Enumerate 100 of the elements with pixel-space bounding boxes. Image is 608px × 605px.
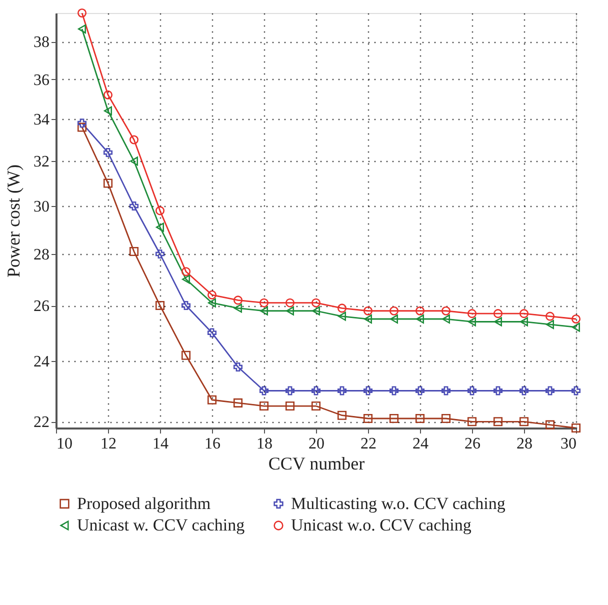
point — [364, 314, 372, 324]
point — [259, 402, 269, 411]
point — [77, 118, 87, 128]
x-tick-label: 10 — [56, 436, 72, 452]
y-tick-label: 24 — [34, 354, 50, 371]
x-axis-title: CCV number — [268, 454, 365, 474]
x-tick-label: 28 — [516, 436, 532, 452]
point — [233, 398, 243, 408]
y-tick-label: 38 — [34, 34, 50, 52]
point — [285, 298, 295, 308]
y-tick-label: 32 — [34, 154, 50, 171]
point — [338, 312, 346, 321]
point — [468, 317, 476, 326]
point — [493, 417, 503, 426]
point — [519, 386, 529, 396]
x-tick-label: 20 — [308, 436, 324, 452]
point — [337, 304, 347, 313]
point — [207, 328, 217, 338]
point — [156, 222, 164, 232]
point — [572, 322, 580, 332]
point — [311, 386, 321, 396]
point — [129, 246, 139, 256]
point — [77, 122, 87, 132]
point — [493, 386, 503, 396]
point — [103, 90, 113, 100]
point — [259, 298, 269, 308]
y-tick-label: 34 — [34, 112, 50, 128]
point — [104, 106, 112, 116]
x-tick-label: 16 — [204, 436, 220, 452]
point — [207, 290, 217, 300]
point — [493, 309, 503, 318]
point — [519, 417, 529, 426]
point — [389, 386, 399, 396]
point — [441, 386, 451, 396]
point — [130, 156, 138, 166]
point — [181, 300, 191, 310]
point — [155, 300, 165, 310]
y-tick-label: 26 — [34, 298, 50, 316]
point — [103, 178, 113, 188]
point — [442, 314, 450, 324]
point — [286, 306, 294, 316]
x-tick-label: 14 — [152, 436, 168, 452]
point — [103, 148, 113, 158]
point — [441, 306, 451, 316]
point — [260, 306, 268, 316]
point — [390, 314, 398, 324]
point — [545, 312, 555, 321]
point — [312, 306, 320, 316]
point — [363, 386, 373, 396]
y-tick-label: 28 — [34, 246, 50, 264]
point — [311, 298, 321, 308]
point — [415, 306, 425, 316]
point — [77, 8, 87, 18]
point — [285, 386, 295, 396]
x-tick-label: 30 — [560, 436, 576, 452]
point — [546, 320, 554, 330]
y-tick-label: 36 — [34, 72, 50, 89]
point — [129, 135, 139, 144]
y-axis-title: Power cost (W) — [4, 164, 24, 278]
point — [389, 306, 399, 316]
x-tick-label: 26 — [464, 436, 480, 452]
point — [234, 304, 242, 313]
legend-label: Multicasting w.o. CCV caching — [291, 494, 506, 513]
point — [285, 402, 295, 411]
point — [415, 414, 425, 424]
point — [467, 417, 477, 426]
point — [181, 267, 191, 276]
point — [571, 314, 581, 324]
legend-label: Proposed algorithm — [77, 494, 211, 513]
legend-label: Unicast w.o. CCV caching — [291, 516, 472, 534]
point — [571, 386, 581, 396]
point — [545, 420, 555, 430]
point — [78, 24, 86, 34]
point — [545, 386, 555, 396]
point — [467, 309, 477, 318]
point — [155, 206, 165, 216]
point — [208, 298, 216, 308]
point — [182, 274, 190, 284]
point — [494, 317, 502, 326]
x-tick-label: 18 — [256, 436, 272, 452]
point — [363, 414, 373, 424]
x-tick-label: 24 — [412, 436, 428, 452]
point — [467, 386, 477, 396]
point — [441, 414, 451, 424]
point — [155, 249, 165, 259]
y-tick-label: 22 — [34, 414, 50, 432]
point — [337, 386, 347, 396]
point — [415, 386, 425, 396]
point — [337, 410, 347, 420]
point — [181, 350, 191, 360]
point — [389, 414, 399, 424]
point — [233, 296, 243, 305]
x-tick-label: 22 — [360, 436, 376, 452]
point — [416, 314, 424, 324]
point — [259, 386, 269, 396]
point — [519, 309, 529, 318]
point — [520, 317, 528, 326]
point — [207, 395, 217, 404]
legend-label: Unicast w. CCV caching — [77, 516, 246, 534]
point — [129, 201, 139, 211]
